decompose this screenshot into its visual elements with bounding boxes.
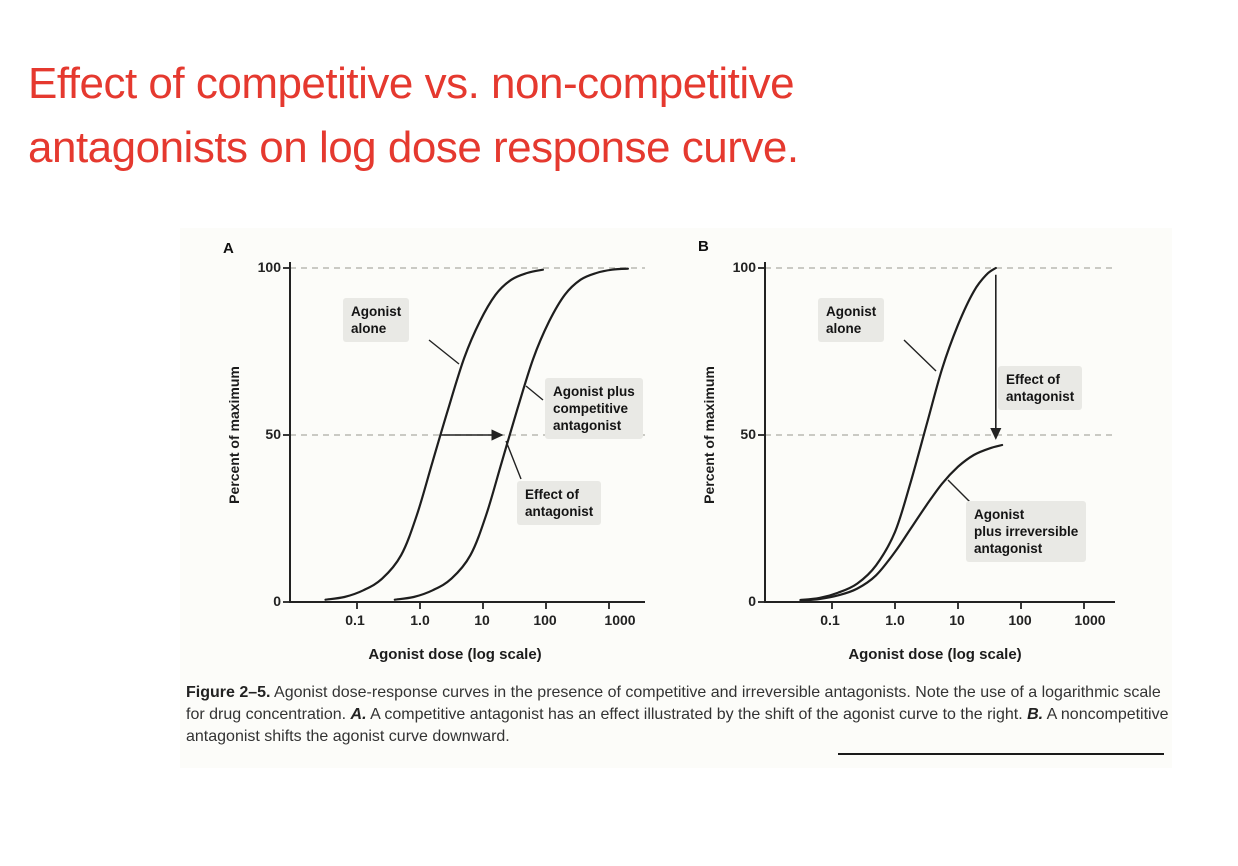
leader-line bbox=[505, 440, 522, 480]
caption-text-2: A competitive antagonist has an effect i… bbox=[366, 706, 1028, 723]
x-tick-label-1.0-b: 1.0 bbox=[885, 612, 905, 628]
y-axis-title-b: Percent of maximum bbox=[701, 366, 717, 504]
label-agonist-alone-b: Agonist alone bbox=[818, 298, 885, 342]
panel-a-letter: A bbox=[223, 240, 234, 257]
leader-line bbox=[525, 385, 544, 401]
x-tick-label-1000-a: 1000 bbox=[604, 612, 636, 628]
y-tick-label-100-b: 100 bbox=[732, 259, 756, 275]
slide-title-line1: Effect of competitive vs. non-competitiv… bbox=[28, 59, 795, 108]
leader-line bbox=[947, 479, 971, 503]
x-tick-label-10-a: 10 bbox=[474, 612, 490, 628]
leader-line bbox=[428, 339, 460, 365]
x-tick-label-0.1-b: 0.1 bbox=[820, 612, 840, 628]
caption-text-1: Agonist dose-response curves in the pres… bbox=[186, 684, 1161, 723]
x-tick-label-1.0-a: 1.0 bbox=[410, 612, 430, 628]
slide-title: Effect of competitive vs. non-competitiv… bbox=[28, 52, 799, 180]
curve-agonist-plus-antagonist bbox=[799, 443, 1004, 602]
x-axis-title-b: Agonist dose (log scale) bbox=[848, 646, 1022, 663]
chart-panel-b: B 100 50 0 0.1 1.0 10 100 1000 Agonist d… bbox=[660, 238, 1170, 693]
label-agonist-plus-irreversible: Agonist plus irreversible antagonist bbox=[966, 501, 1087, 562]
y-tick-label-0-b: 0 bbox=[748, 593, 756, 609]
label-agonist-alone-a: Agonist alone bbox=[343, 298, 410, 342]
curve-agonist-plus-antagonist bbox=[393, 267, 629, 601]
curve-agonist-alone bbox=[799, 266, 997, 602]
y-axis-title-a: Percent of maximum bbox=[226, 366, 242, 504]
y-tick-label-50-a: 50 bbox=[265, 426, 281, 442]
figure-caption: Figure 2–5. Agonist dose-response curves… bbox=[186, 682, 1171, 748]
label-effect-of-antagonist-a: Effect of antagonist bbox=[517, 481, 602, 525]
caption-lead: Figure 2–5. bbox=[186, 684, 271, 701]
x-axis-title-a: Agonist dose (log scale) bbox=[368, 646, 542, 663]
caption-text-3: A noncompetitive antagonist shifts the a… bbox=[186, 706, 1169, 745]
leader-line bbox=[903, 339, 937, 372]
slide-title-line2: antagonists on log dose response curve. bbox=[28, 123, 799, 172]
y-tick-label-50-b: 50 bbox=[740, 426, 756, 442]
panel-b-letter: B bbox=[698, 238, 709, 255]
chart-b-canvas bbox=[758, 262, 1115, 609]
caption-underline bbox=[838, 753, 1164, 755]
x-tick-label-1000-b: 1000 bbox=[1074, 612, 1106, 628]
label-effect-of-antagonist-b: Effect of antagonist bbox=[998, 366, 1083, 410]
curve-agonist-alone bbox=[324, 268, 544, 601]
caption-marker-b: B. bbox=[1027, 706, 1044, 723]
x-tick-label-0.1-a: 0.1 bbox=[345, 612, 365, 628]
x-tick-label-10-b: 10 bbox=[949, 612, 965, 628]
x-tick-label-100-b: 100 bbox=[1008, 612, 1032, 628]
chart-panel-a: A 100 50 0 0.1 1.0 10 100 1000 Agonist d… bbox=[185, 238, 685, 693]
chart-a-canvas bbox=[283, 262, 645, 609]
x-tick-label-100-a: 100 bbox=[533, 612, 557, 628]
caption-marker-a: A. bbox=[350, 706, 367, 723]
y-tick-label-0-a: 0 bbox=[273, 593, 281, 609]
y-tick-label-100-a: 100 bbox=[257, 259, 281, 275]
label-agonist-plus-competitive: Agonist plus competitive antagonist bbox=[545, 378, 643, 439]
